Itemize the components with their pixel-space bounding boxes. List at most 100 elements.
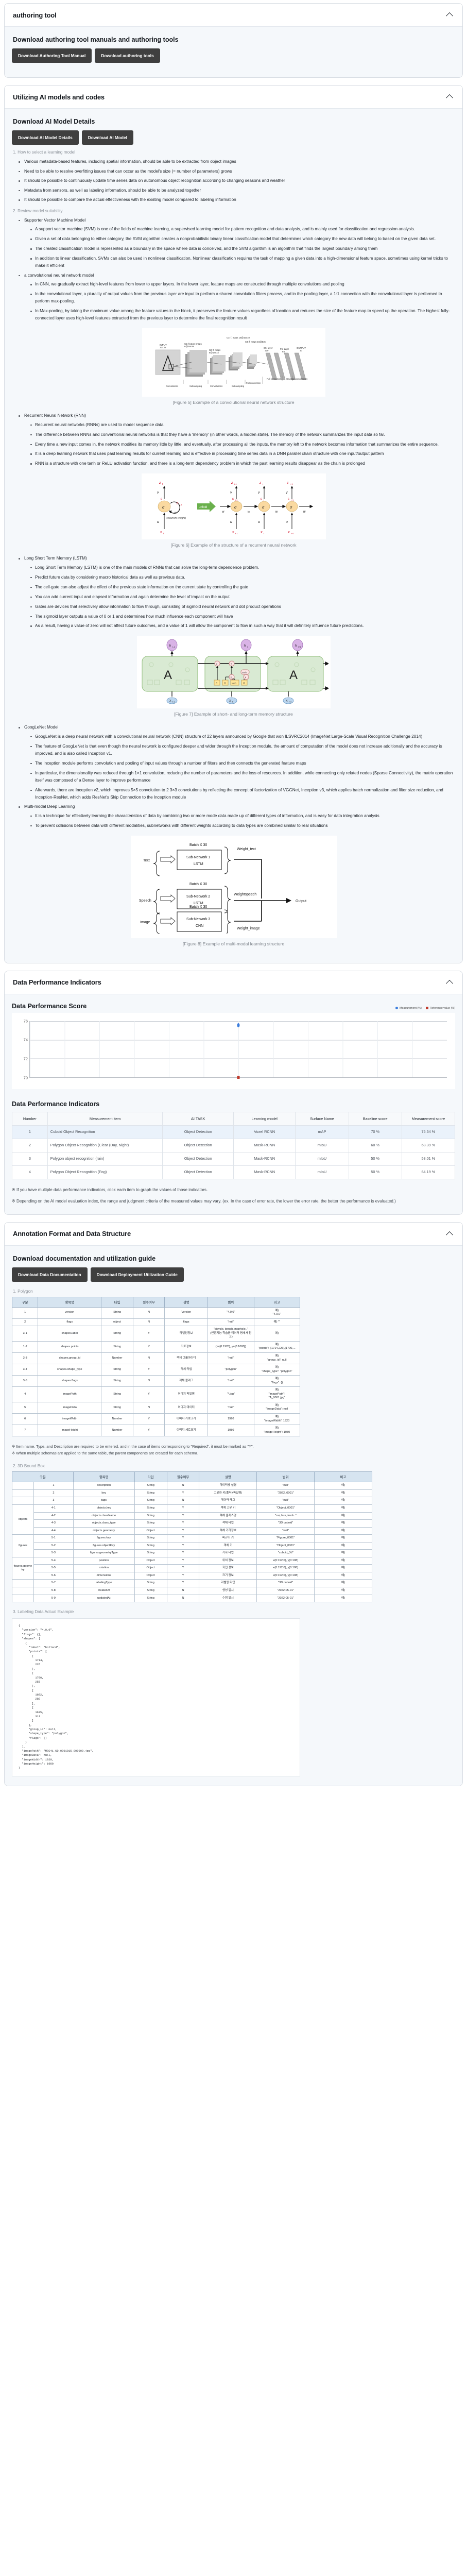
chevron-up-icon[interactable] [446,1230,454,1238]
legend-item-reference[interactable]: Reference value (%) [425,1007,455,1010]
table-row[interactable]: 2 Polygon Object Recognition (Clear (Day… [12,1139,456,1153]
col-type: 타입 [101,1296,133,1308]
cell-remark: 예) [314,1564,372,1572]
svg-text:unfold: unfold [199,506,207,509]
cell-gubun: 5-5 [33,1564,74,1572]
svg-text:h: h [244,645,246,648]
table-row: objects 4-1 objects.key String Y 객체 고유 키 "Obje… [12,1504,372,1535]
svg-text:x: x [160,531,162,534]
table-header-row: Number Measurement item AI TASK Learning… [12,1111,456,1126]
download-data-documentation-button[interactable]: Download Data Documentation [12,1267,88,1282]
svg-text:σ: σ [224,682,226,685]
svg-text:t+1: t+1 [291,499,293,501]
panel-header-ai-models[interactable]: Utilizing AI models and codes [5,86,462,109]
figure-8-image: Text Sub-Network 1 LSTM Batch X 30 Weigh… [130,835,337,938]
svg-text:LSTM: LSTM [194,862,203,866]
cell-learning-model: Mask-RCNN [233,1165,296,1180]
chevron-up-icon[interactable] [446,93,454,101]
data-point-measurement[interactable] [237,1023,240,1028]
chart-canvas [29,1021,447,1079]
cell-type: String [134,1534,167,1543]
panel-title: Annotation Format and Data Structure [13,1230,131,1238]
list-item: Long Short Term Memory (LSTM) is one of … [30,564,455,571]
data-point-reference[interactable] [237,1075,240,1079]
cell-range: "3D cuboid" [256,1579,315,1587]
ai-model-download-heading: Download AI Model Details [13,118,95,125]
cell-remark: 예) [314,1541,372,1550]
svg-text:z: z [159,481,161,485]
cell-remark: 예) [314,1571,372,1580]
cell-type: String [134,1497,167,1505]
chevron-up-icon[interactable] [446,11,454,19]
col-surface-name: Surface Name [295,1111,349,1126]
svg-text:σ: σ [216,682,218,685]
list-item: It is a deep learning network that uses … [30,450,455,457]
list-item: The sigmoid layer outputs a value of 0 o… [30,613,455,620]
lstm-sublist: Long Short Term Memory (LSTM) is one of … [28,564,455,630]
svg-text:Convolutions: Convolutions [166,385,178,387]
cell-remark: 예) [314,1549,372,1557]
cell-baseline-score: 50 % [348,1165,402,1180]
cell-type: Number [101,1352,133,1365]
cell-desc: 객체 타입 [199,1519,257,1528]
cell-name: version [38,1307,102,1319]
cell-remark: 예) [314,1586,372,1595]
authoring-download-heading: Download authoring tool manuals and auth… [13,36,179,43]
cell-required: N [132,1352,165,1365]
panel-header-authoring-tool[interactable]: authoring tool [5,4,462,27]
cell-range: "2022_0001" [256,1489,315,1498]
table-row[interactable]: 4 Polygon Object Recognition (Fog) Objec… [12,1165,456,1180]
cell-ai-task: Object Detection [162,1152,234,1166]
svg-text:C1: feature maps: C1: feature maps [184,343,202,345]
svg-text:tanh: tanh [242,671,247,674]
svg-text:h: h [295,645,297,648]
svg-text:w: w [175,512,177,515]
cell-name: rotation [73,1564,135,1572]
cell-desc: 객체 그룹아이디 [164,1352,209,1365]
svg-text:u: u [286,520,288,524]
cell-remark: 예) [253,1326,301,1342]
list-item: The created classification model is repr… [30,245,455,252]
boundbox-spec-table: 구분 항목명 타입 필수여부 설명 범위 비고 1 description Stri… [12,1471,372,1603]
chevron-up-icon[interactable] [446,978,454,987]
legend-item-measurement[interactable]: Measurement (%) [395,1007,422,1010]
cell-type: Number [101,1425,133,1437]
cell-gubun: 5 [11,1401,39,1414]
cell-baseline-score: 60 % [348,1139,402,1153]
cell-desc: 크기 정보 [199,1571,257,1580]
googlenet-title: GoogLeNet Model [24,725,59,730]
download-authoring-tool-manual-button[interactable]: Download Authoring Tool Manual [12,48,92,63]
cell-required: Y [166,1564,200,1572]
cell-group: objects [12,1504,34,1535]
table-row[interactable]: 1 Cuboid Object Recognition Object Detec… [12,1125,456,1140]
table-row[interactable]: 3 Polygon object recognition (rain) Obje… [12,1152,456,1166]
cell-required: Y [166,1556,200,1565]
cell-type: object [101,1318,133,1327]
download-ai-model-details-button[interactable]: Download AI Model Details [12,130,79,145]
panel-title: Data Performance Indicators [13,978,101,987]
panel-header-data-performance[interactable]: Data Performance Indicators [5,971,462,994]
list-item: Gates are devices that selectively allow… [30,603,455,611]
svg-text:120: 120 [265,349,269,352]
col-ai-task: AI TASK [162,1111,234,1126]
cell-remark: 예) [314,1534,372,1543]
cell-required: Y [166,1549,200,1557]
panel-header-annotation-format[interactable]: Annotation Format and Data Structure [5,1222,462,1246]
svg-text:Weight_text: Weight_text [237,848,256,851]
cell-gubun: 3-1 [11,1326,39,1342]
svg-text:w: w [222,511,224,514]
download-deployment-utilization-guide-button[interactable]: Download Deployment Utilization Guide [90,1267,184,1282]
cell-range: 1920 [207,1413,254,1426]
table-row: 7 imageHeight Number Y 이미지 세로크기 1080 예) "image… [11,1425,301,1437]
download-ai-model-button[interactable]: Download AI Model [81,130,133,145]
table-row: figures.geometry 5-4 position Object Y 위치 정보 x… [12,1556,372,1580]
col-desc: 설명 [164,1296,209,1308]
download-authoring-tools-button[interactable]: Download authoring tools [95,48,160,63]
table-row: 5-6 dimensions Object Y 크기 정보 x(0:192.0), y(0… [12,1571,372,1580]
table-row: 4-2 objects.className String Y 객체 클래스명 "car, … [12,1512,372,1520]
cell-type: String [134,1549,167,1557]
panel-data-performance: Data Performance Indicators Data Perform… [4,970,463,1215]
cell-type: String [134,1489,167,1498]
